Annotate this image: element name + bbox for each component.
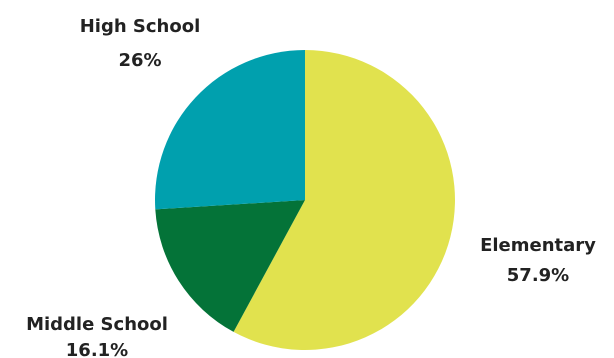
slice-label-elementary: Elementary <box>480 235 596 256</box>
pie-slice-middle-school <box>155 200 305 332</box>
slice-value-elementary: 57.9% <box>507 265 569 286</box>
pie-slice-high-school <box>155 50 305 210</box>
slice-label-middle-school: Middle School <box>26 314 168 335</box>
pie-slice-elementary <box>233 50 455 350</box>
pie-slices <box>155 50 455 350</box>
slice-value-high-school: 26% <box>118 50 161 71</box>
slice-value-middle-school: 16.1% <box>66 340 128 358</box>
slice-label-high-school: High School <box>80 16 201 37</box>
